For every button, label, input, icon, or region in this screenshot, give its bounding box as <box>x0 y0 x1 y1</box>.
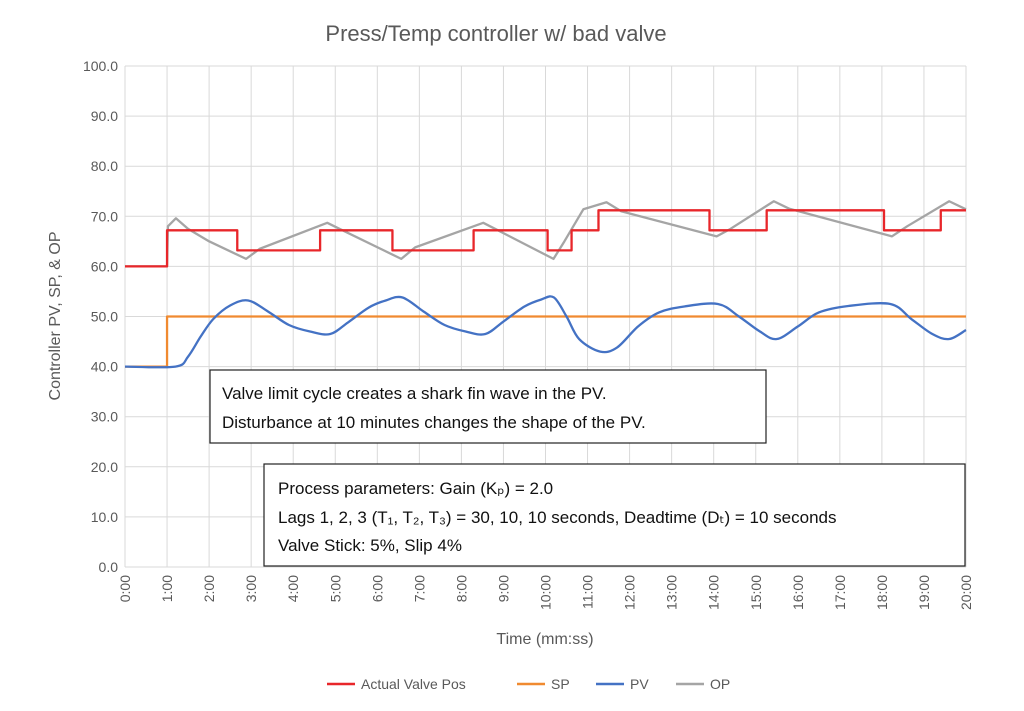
legend-label: OP <box>710 676 730 692</box>
x-tick-label: 16:00 <box>790 575 806 610</box>
legend-label: Actual Valve Pos <box>361 676 466 692</box>
x-tick-label: 8:00 <box>453 575 469 602</box>
y-tick-label: 80.0 <box>91 158 118 174</box>
y-tick-label: 0.0 <box>99 559 119 575</box>
annotation-box-1: Valve limit cycle creates a shark fin wa… <box>209 369 767 444</box>
legend: Actual Valve Pos SP PV OP <box>327 676 730 692</box>
series-lines <box>124 200 967 369</box>
legend-label: SP <box>551 676 570 692</box>
x-tick-label: 18:00 <box>874 575 890 610</box>
x-tick-label: 10:00 <box>538 575 554 610</box>
x-tick-label: 17:00 <box>832 575 848 610</box>
y-tick-label: 50.0 <box>91 309 118 325</box>
y-tick-label: 60.0 <box>91 258 118 274</box>
x-tick-label: 4:00 <box>285 575 301 602</box>
x-tick-label: 5:00 <box>327 575 343 602</box>
x-axis-ticks: 0:00 1:00 2:00 3:00 4:00 5:00 6:00 7:00 8:00 9:00… <box>117 575 974 610</box>
x-tick-label: 20:00 <box>958 575 974 610</box>
series-line-op <box>125 200 967 268</box>
series-line-pv <box>124 295 967 369</box>
y-tick-label: 100.0 <box>83 58 118 74</box>
x-tick-label: 19:00 <box>916 575 932 610</box>
y-axis-label: Controller PV, SP, & OP <box>47 232 64 401</box>
y-tick-label: 20.0 <box>91 459 118 475</box>
x-tick-label: 13:00 <box>664 575 680 610</box>
y-tick-label: 90.0 <box>91 108 118 124</box>
annotation-box-2: Process parameters: Gain (Kₚ) = 2.0 Lags… <box>263 463 966 567</box>
annotation-1-line-2: Disturbance at 10 minutes changes the sh… <box>222 413 646 432</box>
x-tick-label: 12:00 <box>622 575 638 610</box>
annotation-2-line-2: Lags 1, 2, 3 (T₁, T₂, T₃) = 30, 10, 10 s… <box>278 508 836 527</box>
x-tick-label: 9:00 <box>495 575 511 602</box>
x-tick-label: 14:00 <box>706 575 722 610</box>
x-tick-label: 15:00 <box>748 575 764 610</box>
y-tick-label: 40.0 <box>91 359 118 375</box>
chart-title: Press/Temp controller w/ bad valve <box>325 21 666 46</box>
series-line-actual-valve-pos <box>125 209 966 268</box>
x-axis-label: Time (mm:ss) <box>496 631 593 648</box>
x-tick-label: 11:00 <box>580 575 596 609</box>
y-tick-label: 30.0 <box>91 409 118 425</box>
y-tick-label: 10.0 <box>91 509 118 525</box>
annotation-2-line-3: Valve Stick: 5%, Slip 4% <box>278 536 462 555</box>
x-tick-label: 2:00 <box>201 575 217 602</box>
x-tick-label: 7:00 <box>411 575 427 602</box>
x-tick-label: 1:00 <box>159 575 175 602</box>
annotation-2-line-1: Process parameters: Gain (Kₚ) = 2.0 <box>278 479 553 498</box>
annotation-1-line-1: Valve limit cycle creates a shark fin wa… <box>222 384 607 403</box>
y-tick-label: 70.0 <box>91 208 118 224</box>
x-tick-label: 0:00 <box>117 575 133 602</box>
legend-label: PV <box>630 676 649 692</box>
y-axis-ticks: 0.0 10.0 20.0 30.0 40.0 50.0 60.0 70.0 80.0 90.0 1… <box>83 58 118 575</box>
x-tick-label: 6:00 <box>369 575 385 602</box>
x-tick-label: 3:00 <box>243 575 259 602</box>
